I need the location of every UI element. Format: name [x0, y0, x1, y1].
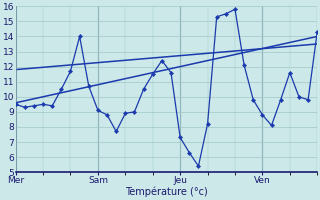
- X-axis label: Température (°c): Température (°c): [125, 187, 208, 197]
